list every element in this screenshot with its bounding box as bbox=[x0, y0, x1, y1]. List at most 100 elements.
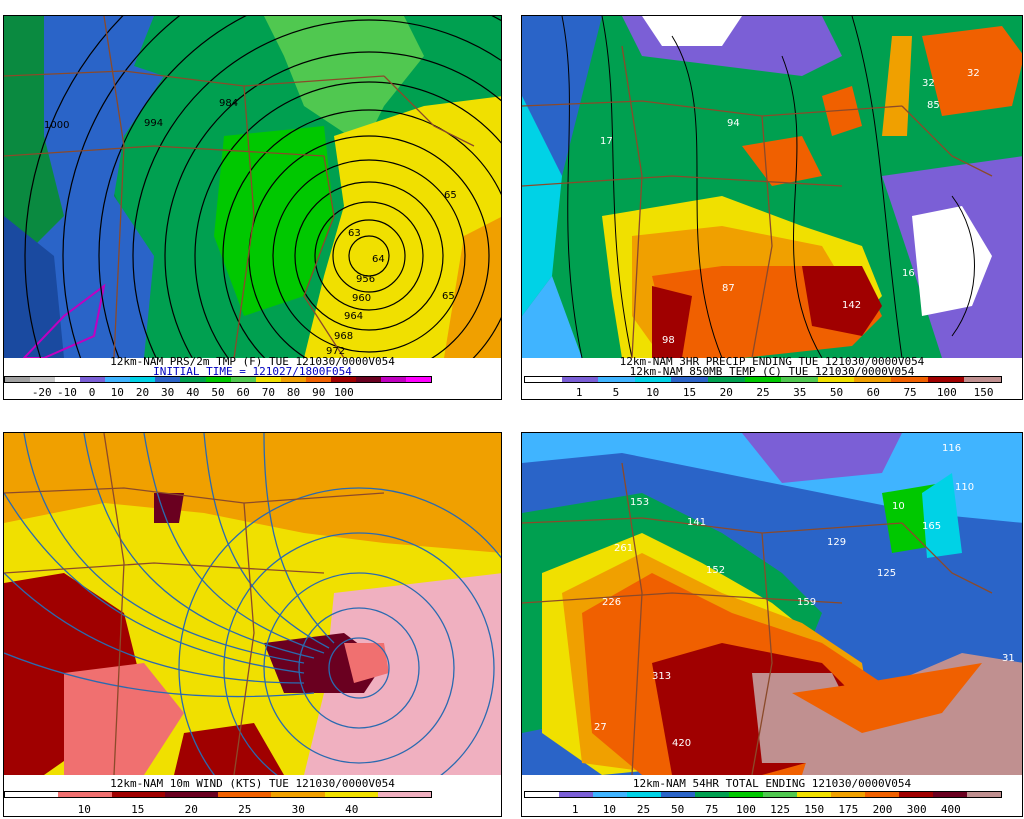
colorbar-swatch bbox=[30, 377, 56, 382]
colorbar-tick-label: 150 bbox=[973, 386, 994, 399]
colorbar-tick-label: 125 bbox=[770, 803, 790, 816]
svg-text:116: 116 bbox=[942, 443, 961, 454]
streamlines bbox=[4, 433, 501, 775]
surface-pressure-temperature-map: 956 960 964 968 972 984 994 1000 63 65 6… bbox=[4, 16, 501, 358]
panel-title: 12km-NAM 3HR PRECIP ENDING TUE 121030/00… bbox=[619, 355, 925, 368]
svg-text:152: 152 bbox=[706, 565, 725, 576]
svg-text:968: 968 bbox=[334, 331, 353, 342]
colorbar-swatch bbox=[218, 792, 272, 797]
colorbar-swatch bbox=[380, 377, 406, 382]
colorbar-ticks: -20 -10 0 10 20 30 40 50 60 70 80 90 100 bbox=[4, 386, 501, 399]
panel-total-precip: 261 226 313 420 141 152 129 125 116 110 … bbox=[521, 432, 1023, 817]
svg-text:110: 110 bbox=[955, 482, 974, 493]
colorbar-tick-label: 70 bbox=[261, 386, 275, 399]
colorbar-swatch bbox=[58, 792, 112, 797]
svg-text:226: 226 bbox=[602, 597, 621, 608]
colorbar-swatch bbox=[627, 792, 661, 797]
panel-title: 12km-NAM 54HR TOTAL ENDING 121030/0000V0… bbox=[632, 777, 912, 790]
colorbar-swatch bbox=[744, 377, 782, 382]
colorbar-swatch bbox=[854, 377, 892, 382]
svg-text:31: 31 bbox=[1002, 653, 1015, 664]
colorbar-swatch bbox=[671, 377, 709, 382]
colorbar-swatch bbox=[729, 792, 763, 797]
colorbar-tick-label: 50 bbox=[211, 386, 225, 399]
svg-text:153: 153 bbox=[630, 497, 649, 508]
colorbar-swatch bbox=[55, 377, 81, 382]
svg-text:32: 32 bbox=[967, 68, 980, 79]
svg-text:159: 159 bbox=[797, 597, 816, 608]
colorbar-swatch bbox=[593, 792, 627, 797]
colorbar-tick-label: 20 bbox=[135, 386, 150, 399]
svg-text:129: 129 bbox=[827, 537, 846, 548]
colorbar-swatch bbox=[80, 377, 106, 382]
total-precip-labels: 261 226 313 420 141 152 129 125 116 110 … bbox=[594, 443, 1015, 749]
colorbar-tick-label: 100 bbox=[735, 803, 756, 816]
colorbar-swatch bbox=[661, 792, 695, 797]
svg-text:1000: 1000 bbox=[44, 120, 69, 131]
surface-wind-map bbox=[4, 433, 501, 775]
svg-text:94: 94 bbox=[727, 118, 740, 129]
svg-text:16: 16 bbox=[902, 268, 915, 279]
svg-text:85: 85 bbox=[927, 100, 940, 111]
colorbar-swatch bbox=[155, 377, 181, 382]
colorbar-swatch bbox=[525, 792, 559, 797]
colorbar-swatch bbox=[964, 377, 1001, 382]
colorbar-swatch bbox=[598, 377, 635, 382]
precip-max-labels: 142 87 98 94 32 32 85 17 16 bbox=[600, 68, 980, 346]
colorbar-tick-label: 60 bbox=[236, 386, 250, 399]
colorbar-ticks: 10 15 20 25 30 40 bbox=[4, 803, 501, 816]
colorbar-swatch bbox=[111, 792, 165, 797]
colorbar-swatch bbox=[355, 377, 381, 382]
colorbar-swatch bbox=[230, 377, 256, 382]
colorbar-swatch bbox=[899, 792, 933, 797]
svg-text:420: 420 bbox=[672, 738, 691, 749]
colorbar-swatch bbox=[205, 377, 231, 382]
colorbar-ticks: 1 5 10 15 20 25 35 50 60 75 100 150 bbox=[522, 386, 1022, 399]
svg-text:65: 65 bbox=[442, 291, 455, 302]
colorbar-tick-label: -20 bbox=[31, 386, 52, 399]
total-precip-colorbar bbox=[524, 791, 1002, 798]
state-borders bbox=[4, 433, 385, 775]
colorbar-swatch bbox=[797, 792, 831, 797]
isobar-labels: 956 960 964 968 972 984 994 1000 63 65 6… bbox=[44, 98, 457, 357]
colorbar-swatch bbox=[933, 792, 967, 797]
panel-initial-time: INITIAL TIME = 121027/1800F054 bbox=[153, 365, 352, 378]
colorbar-tick-label: 10 bbox=[602, 803, 616, 816]
colorbar-tick-label: 40 bbox=[345, 803, 359, 816]
colorbar-swatch bbox=[330, 377, 356, 382]
colorbar-tick-label: 10 bbox=[77, 803, 91, 816]
panel-title: 12km-NAM 10m WIND (KTS) TUE 121030/0000V… bbox=[110, 777, 395, 790]
colorbar-swatch bbox=[967, 792, 1001, 797]
colorbar-tick-label: 15 bbox=[131, 803, 145, 816]
colorbar-swatch bbox=[280, 377, 306, 382]
svg-text:27: 27 bbox=[594, 722, 607, 733]
svg-text:972: 972 bbox=[326, 346, 345, 357]
colorbar-tick-label: 175 bbox=[838, 803, 859, 816]
svg-text:32: 32 bbox=[922, 78, 935, 89]
colorbar-tick-label: 90 bbox=[312, 386, 326, 399]
colorbar-tick-label: 50 bbox=[671, 803, 685, 816]
colorbar-tick-label: 75 bbox=[903, 386, 917, 399]
colorbar-swatch bbox=[305, 377, 331, 382]
colorbar-swatch bbox=[559, 792, 593, 797]
colorbar-tick-label: 10 bbox=[646, 386, 660, 399]
colorbar-tick-label: 60 bbox=[866, 386, 880, 399]
svg-text:10: 10 bbox=[892, 501, 905, 512]
colorbar-swatch bbox=[255, 377, 281, 382]
svg-text:63: 63 bbox=[348, 228, 361, 239]
colorbar-swatch bbox=[763, 792, 797, 797]
colorbar-swatch bbox=[695, 792, 729, 797]
colorbar-swatch bbox=[831, 792, 865, 797]
colorbar-tick-label: 0 bbox=[88, 386, 96, 399]
colorbar-swatch bbox=[130, 377, 156, 382]
svg-text:87: 87 bbox=[722, 283, 735, 294]
colorbar-tick-label: 25 bbox=[238, 803, 252, 816]
precip-colorbar bbox=[524, 376, 1002, 383]
colorbar-swatch bbox=[708, 377, 745, 382]
precip-850mb-temp-map: 142 87 98 94 32 32 85 17 16 bbox=[522, 16, 1022, 358]
colorbar-tick-label: 30 bbox=[161, 386, 175, 399]
colorbar-tick-label: 1 bbox=[571, 803, 579, 816]
colorbar-tick-label: 20 bbox=[184, 803, 198, 816]
svg-text:994: 994 bbox=[144, 118, 163, 129]
svg-text:165: 165 bbox=[922, 521, 941, 532]
